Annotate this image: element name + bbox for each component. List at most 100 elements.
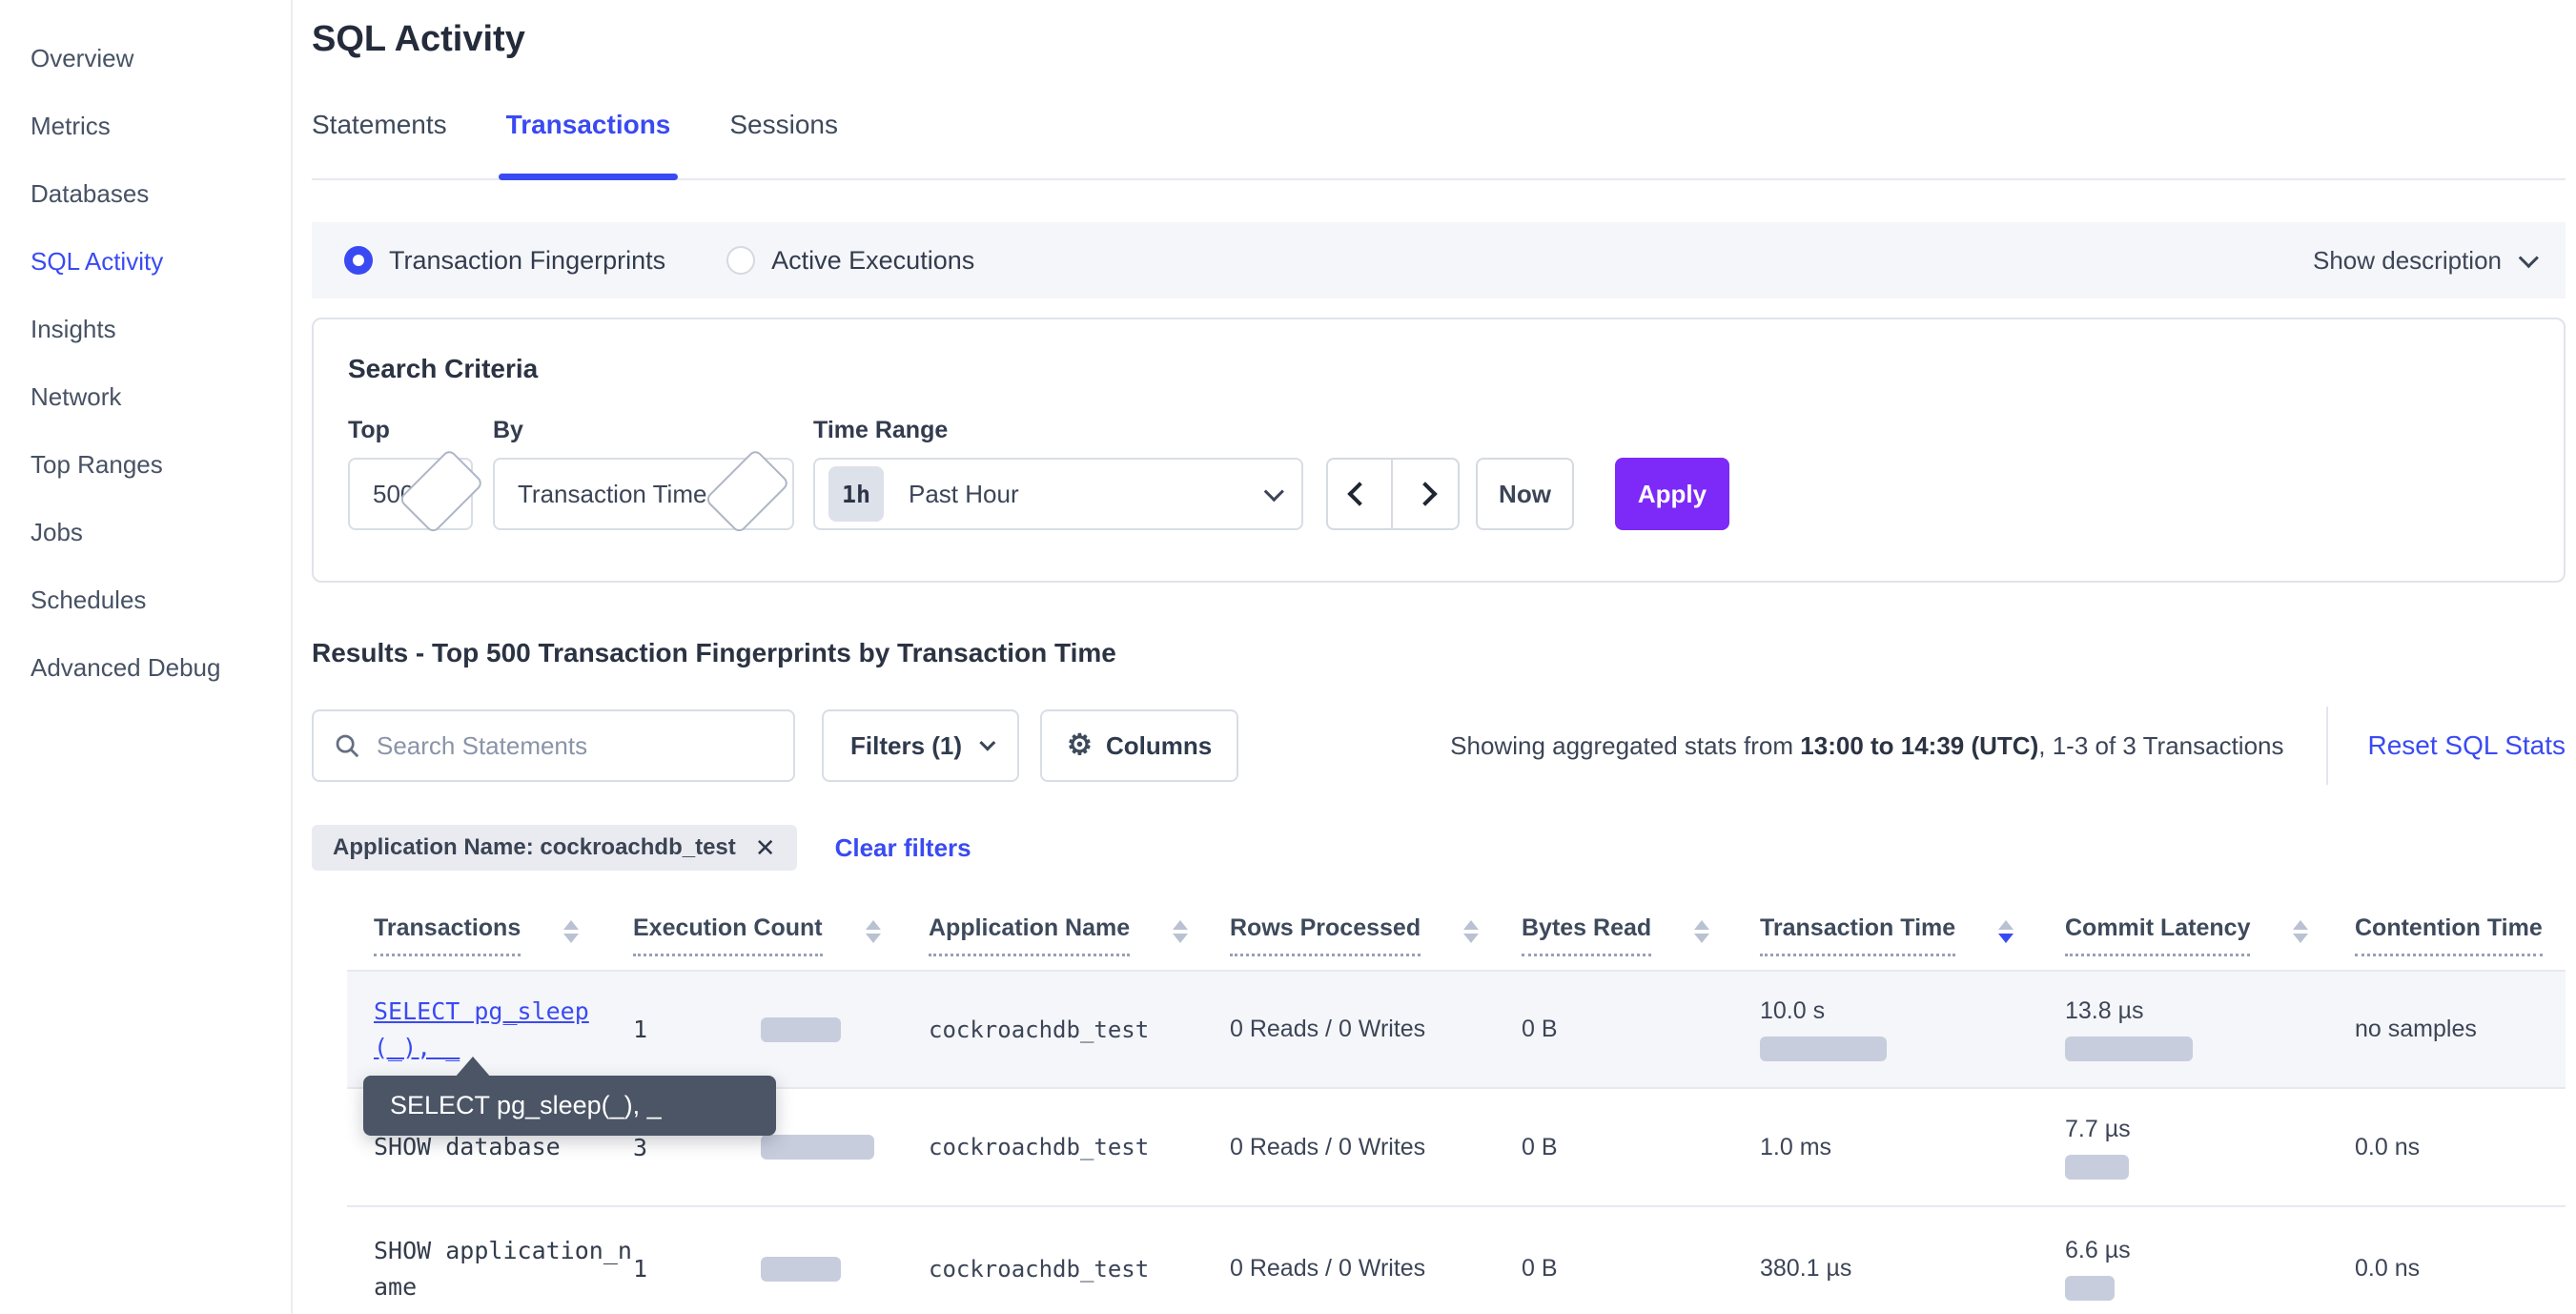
transaction-time-bar: [1760, 1037, 1887, 1061]
time-step-back-button[interactable]: [1328, 460, 1393, 528]
sort-toggle[interactable]: [865, 920, 881, 943]
page-title: SQL Activity: [312, 19, 525, 59]
table-row[interactable]: SHOW database 3 cockroachdb_test 0 Reads…: [347, 1087, 2566, 1205]
tab-sessions[interactable]: Sessions: [729, 110, 838, 139]
col-commit-latency[interactable]: Commit Latency: [2065, 914, 2251, 956]
chevron-down-icon: [398, 447, 485, 535]
transaction-fingerprint-link[interactable]: SELECT pg_sleep(_), _: [374, 996, 589, 1061]
filter-chip-label: Application Name: cockroachdb_test: [333, 834, 736, 860]
col-transactions[interactable]: Transactions: [374, 914, 521, 956]
active-filters-row: Application Name: cockroachdb_test ✕ Cle…: [312, 825, 2576, 871]
sidebar-item-jobs[interactable]: Jobs: [31, 518, 83, 546]
sort-toggle[interactable]: [1694, 920, 1710, 943]
close-icon[interactable]: ✕: [754, 833, 776, 862]
tab-transactions[interactable]: Transactions: [498, 110, 679, 180]
by-select[interactable]: Transaction Time: [493, 447, 794, 535]
sidebar: Overview Metrics Databases SQL Activity …: [0, 0, 293, 1314]
contention-time-value: 0.0 ns: [2355, 1133, 2421, 1160]
col-rows-processed[interactable]: Rows Processed: [1230, 914, 1421, 956]
table-row[interactable]: SELECT pg_sleep(_), _ 1 cockroachdb_test…: [347, 970, 2566, 1087]
sidebar-item-metrics[interactable]: Metrics: [31, 112, 111, 140]
time-range-badge: 1h: [828, 466, 884, 522]
columns-button[interactable]: ⚙ Columns: [1040, 709, 1239, 782]
transaction-fingerprint[interactable]: SHOW application_name: [374, 1236, 632, 1301]
search-input[interactable]: [377, 730, 774, 761]
sidebar-item-overview[interactable]: Overview: [31, 44, 134, 72]
bytes-read-value: 0 B: [1522, 1133, 1558, 1160]
col-bytes-read[interactable]: Bytes Read: [1522, 914, 1652, 956]
gear-icon: ⚙: [1067, 729, 1093, 761]
time-range-select[interactable]: 1h Past Hour: [813, 458, 1303, 530]
sort-toggle[interactable]: [1463, 920, 1480, 943]
commit-latency-bar: [2065, 1276, 2115, 1301]
chevron-down-icon: [2518, 247, 2539, 268]
filters-button[interactable]: Filters (1): [822, 709, 1020, 782]
top-select[interactable]: 500: [348, 447, 485, 535]
sidebar-item-databases[interactable]: Databases: [31, 179, 150, 208]
results-controls: Filters (1) ⚙ Columns Showing aggregated…: [312, 707, 2566, 785]
time-range-value: Past Hour: [909, 479, 1019, 508]
radio-transaction-fingerprints[interactable]: Transaction Fingerprints: [344, 246, 665, 276]
sidebar-item-top-ranges[interactable]: Top Ranges: [31, 450, 163, 479]
now-button[interactable]: Now: [1476, 458, 1574, 530]
sort-toggle[interactable]: [1173, 920, 1189, 943]
radio-selected-icon: [344, 246, 373, 275]
col-application-name[interactable]: Application Name: [929, 914, 1131, 956]
execution-count-bar: [761, 1016, 841, 1042]
transaction-time-value: 1.0 ms: [1760, 1133, 1832, 1160]
contention-time-value: no samples: [2355, 1016, 2477, 1042]
view-mode-band: Transaction Fingerprints Active Executio…: [312, 222, 2566, 298]
col-transaction-time[interactable]: Transaction Time: [1760, 914, 1956, 956]
sidebar-item-advanced-debug[interactable]: Advanced Debug: [31, 653, 221, 682]
radio-active-executions[interactable]: Active Executions: [726, 246, 974, 276]
rows-processed-value: 0 Reads / 0 Writes: [1230, 1255, 1426, 1282]
tooltip-arrow: [455, 1057, 491, 1078]
top-label: Top: [348, 417, 390, 443]
application-name-value: cockroachdb_test: [929, 1255, 1150, 1283]
chevron-left-icon: [1347, 482, 1372, 506]
time-step-group: [1326, 458, 1460, 530]
radio-label: Active Executions: [771, 245, 975, 275]
application-name-value: cockroachdb_test: [929, 1016, 1150, 1043]
sort-toggle[interactable]: [563, 920, 580, 943]
clear-filters-link[interactable]: Clear filters: [834, 832, 971, 862]
sidebar-item-sql-activity[interactable]: SQL Activity: [31, 247, 164, 276]
table-row[interactable]: SHOW application_name 1 cockroachdb_test…: [347, 1205, 2566, 1314]
fingerprint-tooltip: SELECT pg_sleep(_), _: [363, 1057, 776, 1136]
commit-latency-bar: [2065, 1037, 2193, 1061]
radio-unselected-icon: [726, 246, 756, 275]
reset-sql-stats-link[interactable]: Reset SQL Stats: [2367, 730, 2566, 760]
execution-count-value: 3: [633, 1133, 648, 1161]
chevron-down-icon: [704, 447, 791, 535]
transactions-table: Transactions Execution Count Application…: [347, 914, 2566, 1314]
apply-button[interactable]: Apply: [1615, 458, 1729, 530]
sidebar-item-network[interactable]: Network: [31, 382, 122, 411]
time-range-label: Time Range: [813, 417, 949, 443]
sidebar-item-insights[interactable]: Insights: [31, 315, 116, 343]
sidebar-item-schedules[interactable]: Schedules: [31, 585, 147, 614]
commit-latency-value: 7.7 µs: [2065, 1115, 2131, 1142]
radio-label: Transaction Fingerprints: [389, 245, 666, 275]
sort-toggle[interactable]: [2293, 920, 2309, 943]
sort-toggle-active[interactable]: [1998, 920, 2014, 943]
tab-bar: Statements Transactions Sessions: [312, 110, 2566, 180]
transaction-fingerprint[interactable]: SHOW database: [374, 1133, 561, 1160]
transaction-time-value: 10.0 s: [1760, 997, 1826, 1024]
col-contention-time[interactable]: Contention Time: [2355, 914, 2543, 956]
table-header-row: Transactions Execution Count Application…: [347, 914, 2566, 970]
commit-latency-value: 13.8 µs: [2065, 997, 2144, 1024]
execution-count-value: 1: [633, 1016, 648, 1043]
search-icon: [336, 734, 359, 758]
show-description-label: Show description: [2313, 245, 2502, 275]
search-criteria-title: Search Criteria: [348, 354, 539, 383]
tooltip-text: SELECT pg_sleep(_), _: [390, 1091, 662, 1119]
chevron-down-icon: [1263, 481, 1284, 502]
main-content: SQL Activity Statements Transactions Ses…: [293, 0, 2576, 1314]
time-step-forward-button[interactable]: [1393, 460, 1458, 528]
col-execution-count[interactable]: Execution Count: [633, 914, 823, 956]
filter-chip-application-name[interactable]: Application Name: cockroachdb_test ✕: [312, 825, 797, 871]
aggregated-stats-text: Showing aggregated stats from 13:00 to 1…: [1450, 730, 2284, 760]
show-description-toggle[interactable]: Show description: [2313, 245, 2539, 276]
tab-statements[interactable]: Statements: [312, 110, 447, 139]
execution-count-value: 1: [633, 1255, 648, 1283]
